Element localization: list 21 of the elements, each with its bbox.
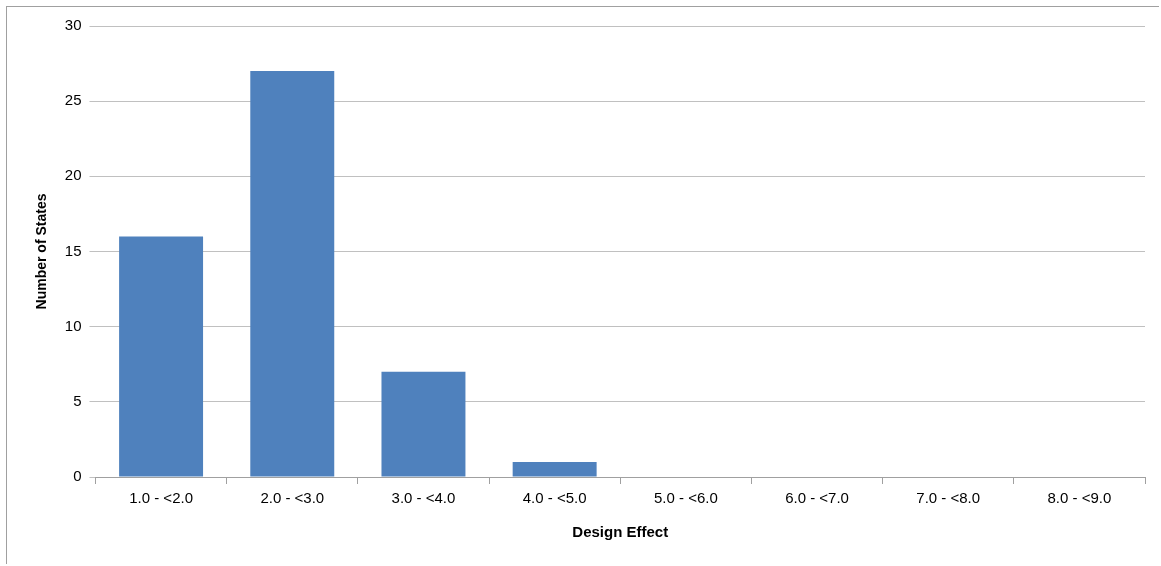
y-tick-label: 30 (64, 16, 82, 34)
x-tick-label: 6.0 - <7.0 (785, 489, 849, 507)
bar (512, 461, 597, 477)
bar (381, 371, 466, 477)
x-axis-title: Design Effect (572, 523, 669, 541)
y-tick-label: 25 (64, 91, 82, 109)
y-tick-label: 10 (64, 316, 82, 334)
y-tick-label: 20 (64, 166, 82, 184)
x-tick-label: 7.0 - <8.0 (916, 489, 981, 507)
x-tick-label: 3.0 - <4.0 (391, 489, 456, 507)
x-tick-label: 1.0 - <2.0 (129, 489, 193, 507)
y-tick-label: 5 (73, 391, 82, 409)
x-tick-label: 4.0 - <5.0 (522, 489, 587, 507)
x-tick-label: 8.0 - <9.0 (1047, 489, 1112, 507)
bar (250, 71, 335, 477)
x-tick-label: 5.0 - <6.0 (653, 489, 718, 507)
bar (119, 236, 204, 477)
y-tick-label: 15 (64, 241, 82, 259)
x-tick-label: 2.0 - <3.0 (260, 489, 325, 507)
y-axis-title: Number of States (33, 193, 50, 310)
y-tick-label: 0 (73, 467, 82, 485)
